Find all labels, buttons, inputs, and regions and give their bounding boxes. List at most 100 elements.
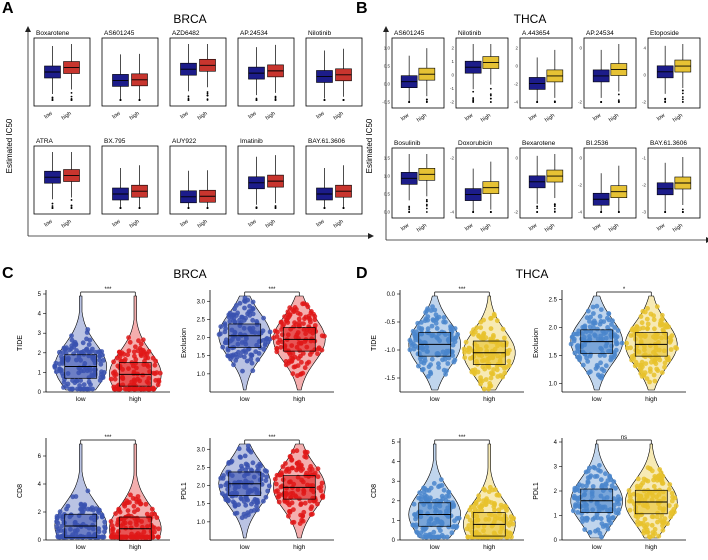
high-data-point <box>668 347 674 352</box>
high-outlier-point <box>206 99 209 101</box>
low-data-point <box>255 357 261 363</box>
low-outlier-point <box>187 99 190 101</box>
drug-panel: ATRA low high <box>33 138 91 230</box>
low-data-point <box>452 326 458 331</box>
high-data-point <box>124 498 130 504</box>
high-tick-label: high <box>608 223 620 234</box>
low-outlier-point <box>408 208 411 211</box>
low-tick-label: low <box>111 111 121 121</box>
high-data-point <box>114 534 120 540</box>
drug-panel: Boxarotene low high <box>33 30 91 122</box>
low-outlier-point <box>187 97 190 100</box>
y-tick-label: 5 <box>38 292 42 298</box>
low-data-point <box>77 386 83 392</box>
low-outlier-point <box>472 101 475 103</box>
high-outlier-point <box>70 91 73 94</box>
high-data-point <box>640 364 645 370</box>
low-tick-label: low <box>240 544 250 551</box>
low-data-point <box>616 501 622 507</box>
low-data-point <box>223 326 229 331</box>
high-data-point <box>149 511 155 517</box>
high-data-point <box>644 376 650 381</box>
y-axis-label: Exclusion <box>533 328 540 358</box>
low-outlier-point <box>472 97 475 99</box>
high-data-point <box>492 501 497 506</box>
high-data-point <box>651 372 657 378</box>
low-data-point <box>250 460 256 466</box>
high-outlier-point <box>274 205 277 208</box>
y-tick-label: -3 <box>642 210 646 215</box>
high-tick-label: high <box>293 396 306 403</box>
high-data-point <box>632 363 638 369</box>
high-data-point <box>298 512 303 518</box>
low-data-point <box>57 534 63 540</box>
low-data-point <box>614 334 620 340</box>
high-data-point <box>278 344 284 350</box>
low-data-point <box>242 305 247 311</box>
high-data-point <box>125 352 131 358</box>
low-data-point <box>102 529 107 535</box>
high-data-point <box>145 355 151 361</box>
low-data-point <box>442 356 448 362</box>
low-data-point <box>218 483 224 489</box>
high-outlier-point <box>138 99 141 101</box>
high-outlier-point <box>553 210 556 213</box>
high-data-point <box>315 501 320 507</box>
high-data-point <box>649 514 655 520</box>
high-data-point <box>301 301 307 306</box>
high-data-point <box>652 378 658 384</box>
low-data-point <box>597 314 603 319</box>
drug-name-label: Etoposide <box>650 30 679 37</box>
low-data-point <box>609 483 615 489</box>
y-tick-label: -2 <box>642 100 646 105</box>
high-data-point <box>156 526 161 532</box>
low-outlier-point <box>664 98 667 101</box>
high-data-point <box>646 534 652 539</box>
y-axis-label: PDL1 <box>533 482 540 500</box>
low-data-point <box>423 316 429 322</box>
high-data-point <box>274 346 280 351</box>
y-tick-label: 2.0 <box>197 336 206 342</box>
low-data-point <box>614 341 619 347</box>
y-tick-label: 1.0 <box>197 520 206 526</box>
high-data-point <box>488 383 494 389</box>
y-tick-label: -2 <box>514 210 518 215</box>
low-data-point <box>588 369 593 375</box>
high-data-point <box>638 482 644 488</box>
high-data-point <box>301 321 306 326</box>
low-data-point <box>609 322 614 327</box>
low-data-point <box>219 491 225 496</box>
high-data-point <box>482 366 488 372</box>
high-outlier-point <box>274 99 277 101</box>
y-tick-label: -4 <box>450 210 454 215</box>
low-data-point <box>85 506 91 512</box>
low-data-point <box>587 530 593 535</box>
low-data-point <box>426 488 432 493</box>
y-tick-label: 3 <box>554 465 558 471</box>
high-data-point <box>302 500 308 506</box>
high-data-point <box>666 503 672 508</box>
high-data-point <box>319 480 325 486</box>
low-data-point <box>250 368 256 374</box>
low-tick-label: low <box>464 223 474 233</box>
high-data-point <box>465 534 471 540</box>
low-data-point <box>417 490 423 495</box>
high-data-point <box>108 376 114 382</box>
y-axis-label: PDL1 <box>181 482 188 500</box>
low-data-point <box>449 530 455 536</box>
low-outlier-point <box>536 205 539 208</box>
low-tick-label: low <box>76 396 86 403</box>
high-data-point <box>150 385 156 391</box>
low-data-point <box>598 477 604 483</box>
high-data-point <box>287 312 293 317</box>
high-data-point <box>287 358 292 364</box>
high-data-point <box>141 349 147 355</box>
high-data-point <box>121 351 127 357</box>
low-data-point <box>248 467 254 473</box>
drug-panel: BI.2536 low high 0 -2 -4 <box>578 140 637 234</box>
low-tick-label: low <box>43 219 53 229</box>
low-data-point <box>69 337 75 343</box>
high-data-point <box>274 349 280 355</box>
low-data-point <box>608 520 614 526</box>
high-data-point <box>145 386 151 392</box>
